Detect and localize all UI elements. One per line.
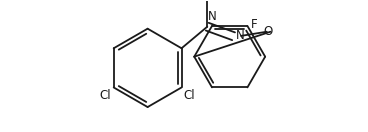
Text: Cl: Cl: [184, 89, 195, 102]
Text: N: N: [236, 29, 245, 42]
Text: Cl: Cl: [100, 89, 112, 102]
Text: F: F: [251, 18, 258, 31]
Text: N: N: [208, 10, 216, 23]
Text: O: O: [263, 25, 273, 38]
